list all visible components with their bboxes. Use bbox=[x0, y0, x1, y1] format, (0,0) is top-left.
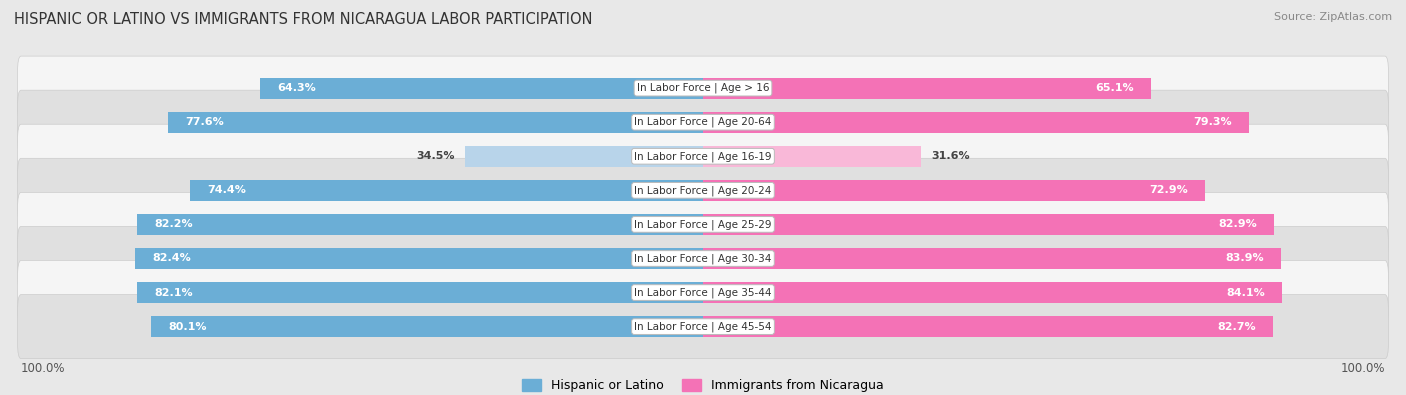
Bar bbox=[138, 282, 703, 303]
Text: 100.0%: 100.0% bbox=[1340, 362, 1385, 375]
FancyBboxPatch shape bbox=[17, 226, 1389, 290]
Text: 77.6%: 77.6% bbox=[186, 117, 225, 127]
Text: 72.9%: 72.9% bbox=[1149, 185, 1188, 196]
Text: 84.1%: 84.1% bbox=[1226, 288, 1265, 297]
Text: In Labor Force | Age 35-44: In Labor Force | Age 35-44 bbox=[634, 287, 772, 298]
FancyBboxPatch shape bbox=[17, 56, 1389, 120]
Text: 65.1%: 65.1% bbox=[1095, 83, 1135, 93]
Bar bbox=[703, 248, 1281, 269]
Bar bbox=[703, 214, 1274, 235]
Bar bbox=[703, 112, 1250, 133]
Text: HISPANIC OR LATINO VS IMMIGRANTS FROM NICARAGUA LABOR PARTICIPATION: HISPANIC OR LATINO VS IMMIGRANTS FROM NI… bbox=[14, 12, 592, 27]
Bar bbox=[152, 316, 703, 337]
FancyBboxPatch shape bbox=[17, 90, 1389, 154]
Text: 82.9%: 82.9% bbox=[1218, 219, 1257, 229]
Text: 82.2%: 82.2% bbox=[153, 219, 193, 229]
Text: 80.1%: 80.1% bbox=[169, 322, 207, 332]
Text: In Labor Force | Age 20-24: In Labor Force | Age 20-24 bbox=[634, 185, 772, 196]
Text: 34.5%: 34.5% bbox=[416, 151, 456, 161]
Bar bbox=[136, 214, 703, 235]
FancyBboxPatch shape bbox=[17, 295, 1389, 359]
Bar bbox=[135, 248, 703, 269]
Bar bbox=[703, 316, 1272, 337]
Text: In Labor Force | Age 30-34: In Labor Force | Age 30-34 bbox=[634, 253, 772, 264]
Legend: Hispanic or Latino, Immigrants from Nicaragua: Hispanic or Latino, Immigrants from Nica… bbox=[517, 374, 889, 395]
Text: 31.6%: 31.6% bbox=[931, 151, 970, 161]
FancyBboxPatch shape bbox=[17, 261, 1389, 325]
Text: 74.4%: 74.4% bbox=[208, 185, 246, 196]
Text: In Labor Force | Age 20-64: In Labor Force | Age 20-64 bbox=[634, 117, 772, 128]
Text: In Labor Force | Age 45-54: In Labor Force | Age 45-54 bbox=[634, 322, 772, 332]
Text: 100.0%: 100.0% bbox=[21, 362, 66, 375]
Bar bbox=[703, 282, 1282, 303]
Text: 82.7%: 82.7% bbox=[1218, 322, 1256, 332]
Bar bbox=[190, 180, 703, 201]
Text: 83.9%: 83.9% bbox=[1225, 254, 1264, 263]
Bar bbox=[169, 112, 703, 133]
Text: Source: ZipAtlas.com: Source: ZipAtlas.com bbox=[1274, 12, 1392, 22]
Text: In Labor Force | Age 16-19: In Labor Force | Age 16-19 bbox=[634, 151, 772, 162]
Bar bbox=[703, 146, 921, 167]
FancyBboxPatch shape bbox=[17, 158, 1389, 222]
Text: 79.3%: 79.3% bbox=[1194, 117, 1232, 127]
Text: In Labor Force | Age 25-29: In Labor Force | Age 25-29 bbox=[634, 219, 772, 229]
Bar bbox=[260, 77, 703, 99]
FancyBboxPatch shape bbox=[17, 192, 1389, 256]
Text: In Labor Force | Age > 16: In Labor Force | Age > 16 bbox=[637, 83, 769, 93]
Text: 82.4%: 82.4% bbox=[152, 254, 191, 263]
Bar bbox=[703, 77, 1152, 99]
Text: 64.3%: 64.3% bbox=[277, 83, 316, 93]
Bar bbox=[465, 146, 703, 167]
Text: 82.1%: 82.1% bbox=[155, 288, 193, 297]
Bar bbox=[703, 180, 1205, 201]
FancyBboxPatch shape bbox=[17, 124, 1389, 188]
